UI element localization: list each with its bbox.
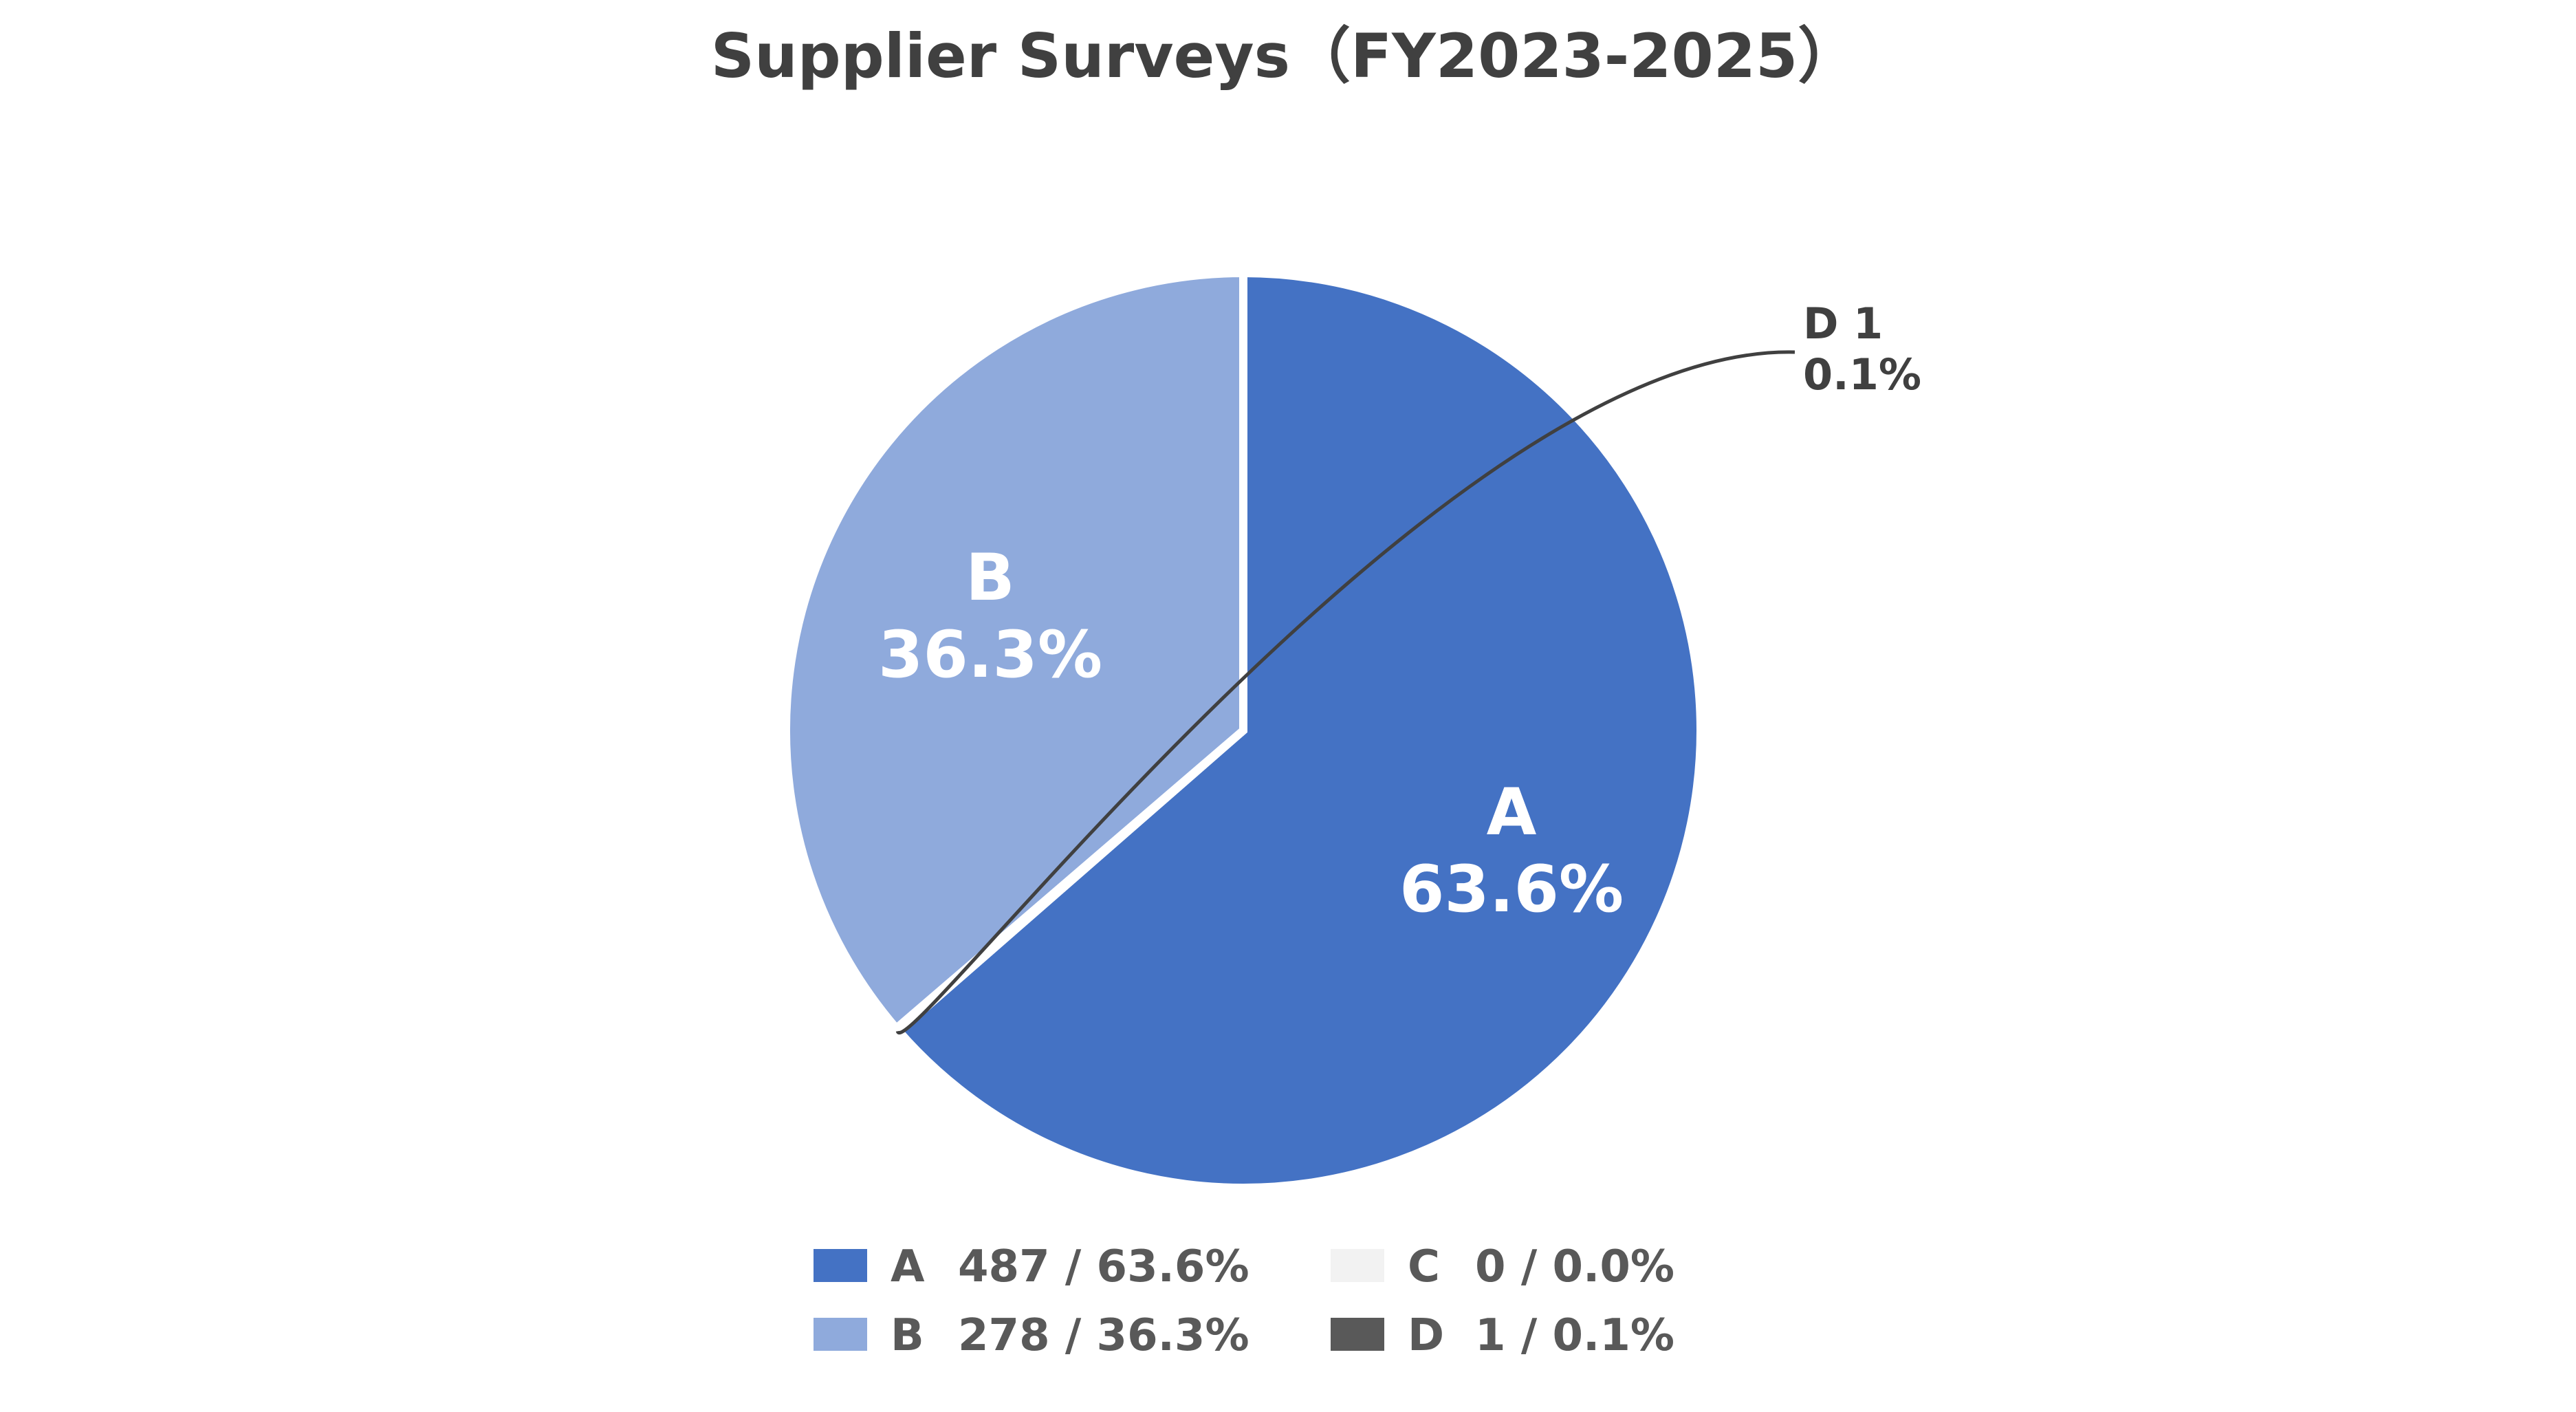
legend-swatch-b	[814, 1318, 867, 1351]
legend-swatch-d	[1331, 1318, 1384, 1351]
legend-category-d: D	[1408, 1310, 1444, 1361]
legend-value-b: 278 / 36.3%	[958, 1310, 1249, 1361]
slice-label-b-category: B	[965, 541, 1015, 616]
legend-swatch-a	[814, 1249, 867, 1282]
legend-value-a: 487 / 63.6%	[958, 1241, 1249, 1292]
legend-item-c: C 0 / 0.0%	[1331, 1241, 1674, 1292]
legend: A 487 / 63.6% B 278 / 36.3% C 0 / 0.0% D 1 / 0.…	[814, 1241, 1674, 1361]
legend-category-b: B	[891, 1310, 924, 1361]
slice-label-a-percent: 63.6%	[1399, 852, 1624, 927]
legend-value-c: 0 / 0.0%	[1475, 1241, 1674, 1292]
legend-category-c: C	[1408, 1241, 1440, 1292]
legend-item-a: A 487 / 63.6%	[814, 1241, 1249, 1292]
chart-title: Supplier Surveys（FY2023-2025）	[711, 21, 1858, 91]
slice-label-d-percent: 0.1%	[1803, 349, 1921, 400]
slice-label-b-percent: 36.3%	[878, 618, 1102, 693]
legend-item-d: D 1 / 0.1%	[1331, 1310, 1674, 1361]
slice-label-a-category: A	[1487, 775, 1537, 850]
pie-slices	[786, 273, 1701, 1188]
legend-value-d: 1 / 0.1%	[1475, 1310, 1674, 1361]
legend-item-b: B 278 / 36.3%	[814, 1310, 1249, 1361]
legend-swatch-c	[1331, 1249, 1384, 1282]
legend-category-a: A	[891, 1241, 925, 1292]
slice-label-d-category: D 1	[1803, 298, 1883, 349]
